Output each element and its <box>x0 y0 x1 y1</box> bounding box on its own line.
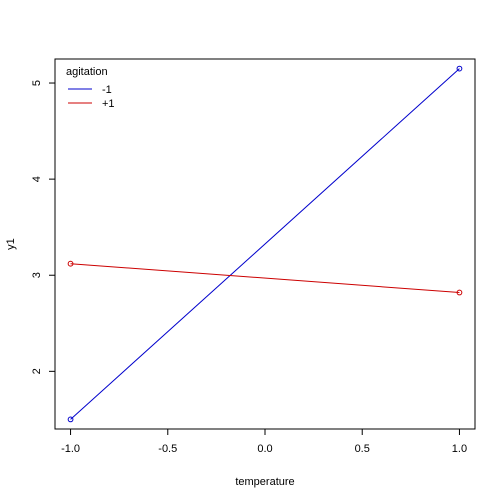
data-point <box>67 416 74 423</box>
series-layer <box>67 65 463 423</box>
x-tick-label: 0.0 <box>257 443 272 455</box>
y-tick-label: 4 <box>31 176 43 182</box>
x-tick-label: -0.5 <box>158 443 177 455</box>
y-axis-label: y1 <box>5 238 17 250</box>
y-tick-label: 3 <box>31 272 43 278</box>
x-tick-label: 0.5 <box>355 443 370 455</box>
series-line-1 <box>70 263 460 294</box>
y-tick-label: 5 <box>31 80 43 86</box>
data-point <box>456 65 463 72</box>
y-axis: 2 3 4 5 <box>31 80 55 374</box>
x-axis-label: temperature <box>235 476 294 488</box>
legend: agitation -1 +1 <box>66 66 115 110</box>
legend-entry-minus1: -1 <box>102 84 112 96</box>
data-point <box>456 289 463 296</box>
series-line-0 <box>70 68 460 420</box>
x-tick-label: 1.0 <box>452 443 467 455</box>
x-axis: -1.0 -0.5 0.0 0.5 1.0 <box>61 429 467 455</box>
legend-entry-plus1: +1 <box>102 98 115 110</box>
legend-title: agitation <box>66 66 108 78</box>
y-tick-label: 2 <box>31 368 43 374</box>
data-point <box>67 260 74 267</box>
x-tick-label: -1.0 <box>61 443 80 455</box>
